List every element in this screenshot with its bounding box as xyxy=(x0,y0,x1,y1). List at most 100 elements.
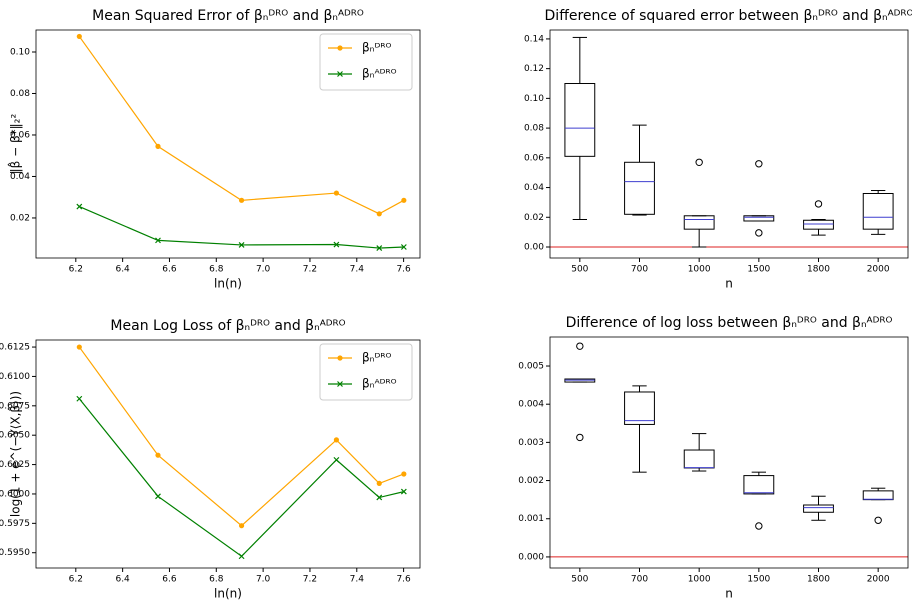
plot-frame xyxy=(549,336,909,569)
legend-label: βₙᴰᴿᴼ xyxy=(362,41,392,55)
y-tick-label: 0.6050 xyxy=(0,431,30,441)
x-tick-label: 1000 xyxy=(688,575,711,585)
y-tick-label: 0.00 xyxy=(524,243,544,253)
y-axis-label: ‖β̂ − β*‖₂² xyxy=(6,114,22,175)
marker xyxy=(400,244,407,250)
marker xyxy=(155,237,161,244)
marker xyxy=(76,203,83,210)
marker xyxy=(238,197,245,203)
x-axis-label: ln(n) xyxy=(214,277,242,291)
flier xyxy=(695,158,703,166)
flier xyxy=(576,433,584,442)
y-tick-label: 0.6000 xyxy=(0,489,30,499)
x-tick-label: 1500 xyxy=(747,575,770,585)
x-axis-label: ln(n) xyxy=(214,587,242,601)
x-tick-label: 7.2 xyxy=(303,575,317,585)
x-tick-label: 1800 xyxy=(807,265,830,275)
marker xyxy=(337,45,343,51)
y-tick-label: 0.08 xyxy=(10,89,30,99)
x-tick-label: 7.0 xyxy=(256,265,271,275)
marker xyxy=(376,480,382,486)
y-tick-label: 0.002 xyxy=(518,476,544,486)
legend-label: βₙᴰᴿᴼ xyxy=(362,351,392,365)
chart-title: Mean Log Loss of βₙᴰᴿᴼ and βₙᴬᴰᴿᴼ xyxy=(110,318,345,334)
x-tick-label: 7.4 xyxy=(350,265,365,275)
y-tick-label: 0.02 xyxy=(524,213,544,223)
marker xyxy=(376,211,382,217)
y-tick-label: 0.6125 xyxy=(0,343,30,353)
box xyxy=(803,219,834,230)
y-tick-label: 0.004 xyxy=(518,400,544,410)
y-tick-label: 0.04 xyxy=(10,172,30,182)
x-tick-label: 6.2 xyxy=(69,265,83,275)
marker xyxy=(401,471,407,477)
y-tick-label: 0.001 xyxy=(518,514,544,524)
x-tick-label: 2000 xyxy=(867,575,890,585)
y-tick-label: 0.5950 xyxy=(0,548,30,558)
y-tick-label: 0.10 xyxy=(10,47,30,57)
plot-frame xyxy=(549,29,909,259)
series-line xyxy=(78,346,405,527)
y-tick-label: 0.6075 xyxy=(0,401,30,411)
marker xyxy=(238,242,245,248)
box xyxy=(624,391,655,425)
series-line xyxy=(78,36,405,215)
x-tick-label: 6.2 xyxy=(69,575,83,585)
marker xyxy=(401,197,407,203)
legend-label: βₙᴬᴰᴿᴼ xyxy=(362,377,397,391)
x-tick-label: 1500 xyxy=(747,265,770,275)
x-tick-label: 500 xyxy=(571,575,588,585)
y-tick-label: 0.6025 xyxy=(0,460,30,470)
y-tick-label: 0.000 xyxy=(518,552,544,562)
marker xyxy=(376,245,383,251)
marker xyxy=(155,452,161,458)
marker xyxy=(337,381,343,387)
y-tick-label: 0.06 xyxy=(524,153,544,163)
y-axis-label: log(1 + e^(−Y⟨X,β̂⟩)) xyxy=(6,391,22,517)
y-tick-label: 0.02 xyxy=(10,213,30,223)
x-tick-label: 500 xyxy=(571,265,588,275)
x-tick-label: 6.6 xyxy=(162,575,177,585)
x-axis-label: n xyxy=(725,277,733,291)
flier xyxy=(755,160,763,168)
marker xyxy=(337,355,343,361)
marker xyxy=(238,523,245,529)
marker xyxy=(337,71,343,77)
flier xyxy=(874,516,882,524)
box xyxy=(803,504,834,513)
y-tick-label: 0.06 xyxy=(10,130,30,140)
flier xyxy=(814,200,823,208)
x-tick-label: 6.8 xyxy=(209,265,224,275)
flier xyxy=(576,342,584,350)
box xyxy=(624,161,655,215)
x-axis-label: n xyxy=(725,587,733,601)
plot-frame xyxy=(35,339,421,569)
flier xyxy=(755,229,763,237)
chart-title: Difference of squared error between βₙᴰᴿ… xyxy=(545,8,912,24)
x-tick-label: 6.4 xyxy=(115,575,130,585)
marker xyxy=(333,190,340,196)
box xyxy=(683,449,715,469)
chart-title: Difference of log loss between βₙᴰᴿᴼ and… xyxy=(566,315,893,331)
marker xyxy=(155,143,161,149)
series-line xyxy=(78,398,404,558)
marker xyxy=(155,493,161,500)
box xyxy=(564,83,596,157)
x-tick-label: 7.2 xyxy=(303,265,317,275)
marker xyxy=(76,344,82,350)
x-tick-label: 7.0 xyxy=(256,575,271,585)
x-tick-label: 7.4 xyxy=(350,575,365,585)
y-tick-label: 0.08 xyxy=(524,124,544,134)
x-tick-label: 6.4 xyxy=(115,265,130,275)
y-tick-label: 0.003 xyxy=(518,438,544,448)
marker xyxy=(76,33,82,40)
marker xyxy=(333,241,340,248)
legend-label: βₙᴬᴰᴿᴼ xyxy=(362,67,397,81)
y-tick-label: 0.005 xyxy=(518,362,544,372)
box xyxy=(743,215,775,222)
box xyxy=(743,475,775,495)
x-tick-label: 2000 xyxy=(867,265,890,275)
y-tick-label: 0.14 xyxy=(524,34,544,44)
